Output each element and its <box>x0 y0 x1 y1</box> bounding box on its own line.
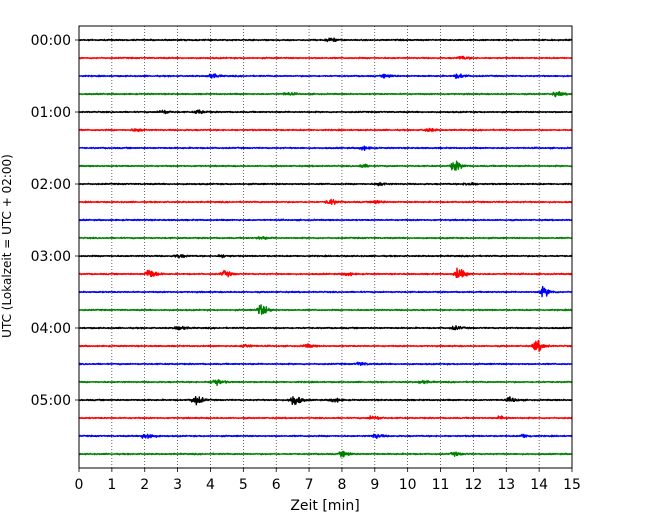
trace-03:30 <box>78 285 573 298</box>
x-tick-label-3: 3 <box>173 477 182 493</box>
x-tick-label-10: 10 <box>399 477 417 493</box>
x-tick-label-2: 2 <box>140 477 149 493</box>
x-tick-label-11: 11 <box>432 477 450 493</box>
grid-lines <box>78 26 573 468</box>
trace-01:00 <box>78 109 573 115</box>
trace-05:45 <box>78 450 573 458</box>
trace-00:15 <box>78 55 573 60</box>
y-tick-label-4: 04:00 <box>31 321 71 337</box>
trace-00:30 <box>78 73 573 80</box>
plot-frame <box>78 25 573 469</box>
y-tick-label-2: 02:00 <box>31 177 71 193</box>
trace-01:30 <box>78 145 573 152</box>
y-axis-ticks: 00:00 01:00 02:00 03:00 04:00 05:00 <box>31 33 79 409</box>
trace-00:00 <box>78 37 573 43</box>
trace-03:00 <box>78 254 573 259</box>
y-tick-label-3: 03:00 <box>31 249 71 265</box>
x-tick-label-6: 6 <box>272 477 281 493</box>
trace-02:15 <box>78 198 573 206</box>
x-axis-label: Zeit [min] <box>290 498 359 514</box>
x-tick-label-9: 9 <box>370 477 379 493</box>
trace-02:45 <box>78 236 573 240</box>
y-tick-label-0: 00:00 <box>31 33 71 49</box>
x-tick-label-14: 14 <box>530 477 548 493</box>
trace-05:30 <box>78 433 573 440</box>
trace-02:30 <box>78 218 573 222</box>
x-tick-label-0: 0 <box>75 477 84 493</box>
trace-01:15 <box>78 127 573 133</box>
x-tick-label-13: 13 <box>497 477 515 493</box>
x-tick-label-15: 15 <box>563 477 581 493</box>
trace-03:45 <box>78 304 573 315</box>
x-tick-label-7: 7 <box>305 477 314 493</box>
y-tick-label-1: 01:00 <box>31 105 71 121</box>
x-tick-label-5: 5 <box>239 477 248 493</box>
trace-05:00 <box>78 395 573 406</box>
x-tick-label-12: 12 <box>464 477 482 493</box>
trace-04:00 <box>78 325 573 331</box>
x-tick-label-1: 1 <box>107 477 116 493</box>
trace-01:45 <box>78 160 573 171</box>
trace-04:45 <box>78 379 573 387</box>
trace-04:30 <box>78 361 573 366</box>
trace-03:15 <box>78 267 573 279</box>
x-tick-label-4: 4 <box>206 477 215 493</box>
x-tick-label-8: 8 <box>337 477 346 493</box>
trace-00:45 <box>78 91 573 98</box>
y-tick-label-5: 05:00 <box>31 393 71 409</box>
trace-02:00 <box>78 181 573 187</box>
trace-04:15 <box>78 339 573 353</box>
trace-lines <box>78 37 573 458</box>
x-axis-ticks: 0 1 2 3 4 5 6 7 8 9 10 11 12 13 14 15 <box>75 468 581 493</box>
trace-05:15 <box>78 415 573 420</box>
y-axis-label: UTC (Lokalzeit = UTC + 02:00) <box>0 154 14 338</box>
